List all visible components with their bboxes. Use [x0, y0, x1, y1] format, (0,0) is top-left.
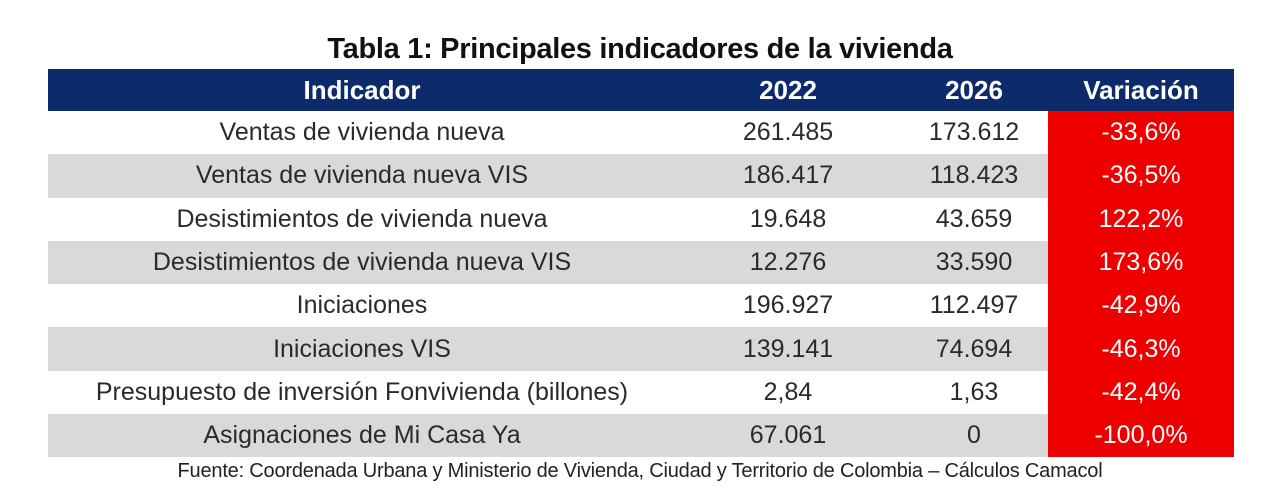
value-2026-cell: 74.694: [935, 334, 1013, 363]
value-2026-cell: 33.590: [935, 248, 1013, 277]
value-2022-cell: 19.648: [749, 204, 827, 233]
value-2022-cell: 2,84: [763, 377, 813, 406]
variation-cell: -33,6%: [1048, 111, 1234, 155]
table-header-row: Indicador 2022 2026 Variación: [48, 69, 1234, 111]
value-2022-cell: 12.276: [749, 248, 827, 277]
indicator-cell: Desistimientos de vivienda nueva VIS: [152, 248, 572, 277]
value-2026-cell: 0: [967, 421, 981, 450]
table-row: Desistimientos de vivienda nueva 19.648 …: [48, 197, 1234, 241]
indicator-cell: Ventas de vivienda nueva: [219, 118, 505, 147]
indicators-table: Indicador 2022 2026 Variación Ventas de …: [48, 69, 1234, 458]
value-2026-cell: 1,63: [949, 377, 999, 406]
header-variacion: Variación: [1083, 74, 1199, 105]
value-2022-cell: 261.485: [742, 118, 834, 147]
indicator-cell: Ventas de vivienda nueva VIS: [195, 161, 529, 190]
value-2022-cell: 139.141: [742, 334, 834, 363]
table-row: Presupuesto de inversión Fonvivienda (bi…: [48, 370, 1234, 415]
indicator-cell: Asignaciones de Mi Casa Ya: [203, 421, 521, 450]
header-2026: 2026: [945, 74, 1003, 105]
table-row: Iniciaciones 196.927 112.497 -42,9%: [48, 284, 1234, 328]
indicator-cell: Iniciaciones VIS: [273, 334, 451, 363]
value-2026-cell: 173.612: [928, 118, 1020, 147]
indicator-cell: Desistimientos de vivienda nueva: [176, 204, 548, 233]
value-2026-cell: 118.423: [929, 161, 1019, 190]
table-row: Ventas de vivienda nueva 261.485 173.612…: [48, 111, 1234, 155]
table-row: Iniciaciones VIS 139.141 74.694 -46,3%: [48, 327, 1234, 371]
table-row: Desistimientos de vivienda nueva VIS 12.…: [48, 240, 1234, 285]
header-2022: 2022: [759, 74, 817, 105]
variation-cell: -36,5%: [1048, 154, 1234, 198]
value-2022-cell: 186.417: [742, 161, 834, 190]
value-2022-cell: 196.927: [742, 291, 834, 320]
value-2026-cell: 112.497: [929, 291, 1019, 320]
indicator-cell: Presupuesto de inversión Fonvivienda (bi…: [95, 377, 629, 406]
table-row: Ventas de vivienda nueva VIS 186.417 118…: [48, 154, 1234, 198]
header-indicador: Indicador: [303, 74, 421, 105]
variation-cell: -42,9%: [1048, 284, 1234, 328]
value-2022-cell: 67.061: [749, 421, 827, 450]
source-note: Fuente: Coordenada Urbana y Ministerio d…: [177, 460, 1103, 482]
variation-cell: 122,2%: [1048, 197, 1234, 241]
variation-cell: -46,3%: [1048, 327, 1234, 371]
indicator-cell: Iniciaciones: [296, 291, 428, 320]
variation-cell: -42,4%: [1048, 370, 1234, 415]
variation-cell: -100,0%: [1048, 414, 1234, 458]
table-row: Asignaciones de Mi Casa Ya 67.061 0 -100…: [48, 414, 1234, 458]
table-title: Tabla 1: Principales indicadores de la v…: [327, 33, 953, 65]
variation-cell: 173,6%: [1048, 240, 1234, 285]
value-2026-cell: 43.659: [935, 204, 1013, 233]
